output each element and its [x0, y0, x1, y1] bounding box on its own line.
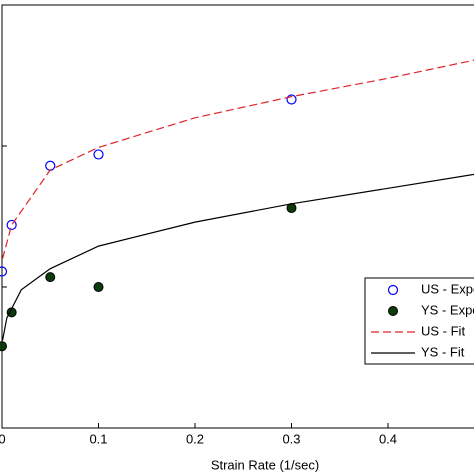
x-tick-label: 0.4: [379, 431, 397, 446]
data-point: [93, 282, 104, 292]
data-point: [0, 341, 7, 352]
data-point: [6, 219, 17, 231]
x-tick-label: 0.3: [282, 431, 300, 446]
legend-box: [364, 277, 474, 365]
x-tick-label: 0.2: [186, 431, 204, 446]
plot-frame: [1, 4, 474, 429]
data-point: [0, 266, 8, 277]
legend: US - Experimental YS - Experimental US - F…: [364, 277, 474, 365]
legend-label: YS - Experimental: [421, 302, 474, 317]
data-point: [93, 149, 104, 160]
fit-line: [1, 59, 474, 259]
data-point: [45, 272, 56, 283]
fit-line: [1, 173, 474, 341]
x-tick-label: 0.1: [89, 431, 107, 446]
x-axis-label: Strain Rate (1/sec): [211, 457, 319, 472]
legend-label: YS - Fit: [421, 344, 465, 359]
data-point: [286, 94, 297, 105]
data-point: [45, 160, 56, 171]
legend-swatch: [387, 284, 399, 296]
legend-label: US - Fit: [421, 323, 465, 338]
x-tick-label: 0: [0, 431, 6, 446]
legend-label: US - Experimental: [421, 281, 474, 296]
legend-swatch: [388, 306, 398, 316]
